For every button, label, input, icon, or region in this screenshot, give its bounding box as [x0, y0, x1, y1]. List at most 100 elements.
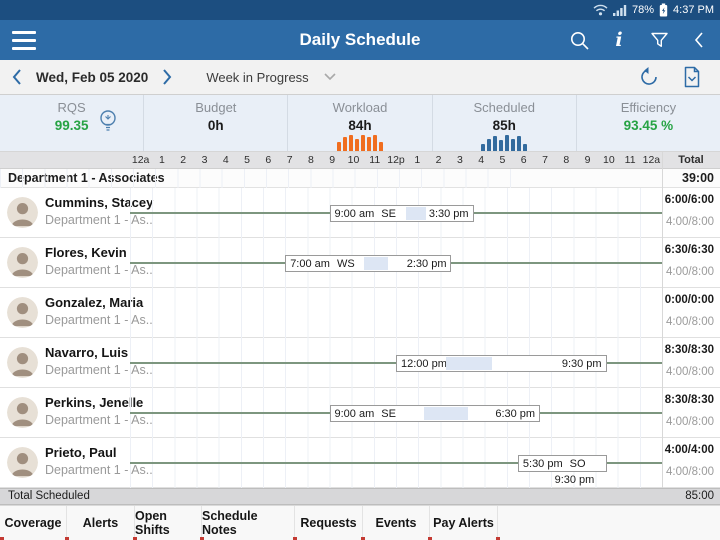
tab-open-shifts[interactable]: Open Shifts [135, 506, 202, 540]
tab-divider-tick [361, 537, 365, 540]
stat-value: 0h [207, 118, 224, 133]
employee-rows: Cummins, Stacey Department 1 - As.. 9:00 a… [0, 188, 720, 488]
shift-box[interactable]: 12:00 pmSE9:30 pm [396, 355, 607, 372]
hour-label: 12p [387, 154, 405, 166]
employee-totals: 6:30/6:30 4:00/8:00 [662, 238, 714, 288]
meal-break-segment [363, 257, 389, 270]
tab-requests[interactable]: Requests [295, 506, 363, 540]
scheduled-vs-total-hours: 0:00/0:00 [664, 294, 714, 306]
scheduled-vs-total-hours: 6:00/6:00 [664, 194, 714, 206]
hour-label: 2 [435, 154, 442, 166]
meal-break-segment [423, 407, 468, 420]
employee-avatar [7, 247, 38, 278]
next-day-button[interactable] [154, 63, 180, 91]
hour-label: 3 [201, 154, 208, 166]
availability-hours: 4:00/8:00 [666, 466, 714, 478]
battery-icon [659, 3, 668, 17]
employee-name-cell[interactable]: Prieto, Paul Department 1 - As.. [0, 438, 153, 488]
employee-name: Perkins, Jenelle [45, 395, 144, 410]
tab-divider-tick [133, 537, 137, 540]
shift-start-time: 9:00 am [334, 407, 375, 420]
stat-value: 85h [492, 118, 516, 133]
employee-row[interactable]: Cummins, Stacey Department 1 - As.. 9:00 a… [0, 188, 720, 238]
filter-icon[interactable] [648, 29, 670, 51]
employee-row[interactable]: Perkins, Jenelle Department 1 - As.. 9:00 … [0, 388, 720, 438]
employee-row[interactable]: Flores, Kevin Department 1 - As.. 7:00 am W… [0, 238, 720, 288]
shift-box[interactable]: 5:30 pm SO [517, 455, 607, 472]
stat-mini-bar-chart [337, 135, 383, 151]
employee-name-cell[interactable]: Gonzalez, Maria Department 1 - As.. [0, 288, 153, 338]
tab-divider-tick [200, 537, 204, 540]
employee-avatar [7, 347, 38, 378]
hour-label: 1 [414, 154, 421, 166]
hour-label: 7 [542, 154, 548, 166]
shift-end-time: 6:30 pm [495, 407, 536, 420]
hour-label: 12a [131, 154, 150, 166]
shift-start-time: 7:00 am [290, 257, 330, 270]
shift-end-time: 2:30 pm [406, 257, 447, 270]
tab-divider-tick [65, 537, 69, 540]
hour-label: 6 [520, 154, 527, 166]
tab-divider-tick [0, 537, 4, 540]
employee-name: Flores, Kevin [45, 245, 127, 260]
employee-name-cell[interactable]: Flores, Kevin Department 1 - As.. [0, 238, 153, 288]
meal-break-segment [405, 207, 426, 220]
scheduled-vs-total-hours: 4:00/4:00 [664, 444, 714, 456]
prev-day-button[interactable] [4, 63, 30, 91]
hour-label: 5 [244, 154, 250, 166]
shift-box[interactable]: 9:00 am SE 3:30 pm [329, 205, 474, 222]
search-icon[interactable] [568, 29, 590, 51]
employee-name-cell[interactable]: Navarro, Luis Department 1 - As.. [0, 338, 153, 388]
hour-label: 3 [456, 154, 463, 166]
total-column-header: Total [678, 154, 704, 166]
employee-row[interactable]: Prieto, Paul Department 1 - As.. 5:30 pm SO… [0, 438, 720, 488]
tab-events[interactable]: Events [363, 506, 430, 540]
timeline-header: 12a 1 2 3 4 5 6 7 8 9 10 11 12p 1 2 3 4 5 6 7 8 9 10 11 12a Tota… [0, 152, 720, 169]
employee-row[interactable]: Navarro, Luis Department 1 - As.. 12:00 pm… [0, 338, 720, 388]
battery-percent: 78% [632, 4, 655, 16]
department-grid [0, 169, 532, 188]
hour-label: 1 [159, 154, 165, 166]
employee-department: Department 1 - As.. [45, 413, 153, 427]
lightbulb-icon[interactable] [97, 109, 119, 140]
info-icon[interactable]: i [615, 29, 623, 51]
tab-coverage[interactable]: Coverage [0, 506, 67, 540]
department-row[interactable]: Department 1 - Associates 39:00 [0, 169, 720, 188]
totals-column-divider [662, 152, 663, 488]
clock-time: 4:37 PM [673, 4, 714, 16]
hour-labels: 12a 1 2 3 4 5 6 7 8 9 10 11 12p 1 2 3 4 5 6 7 8 9 10 11 12a [130, 152, 662, 169]
hour-label: 11 [369, 154, 381, 166]
status-bar: 78% 4:37 PM [0, 0, 720, 20]
current-date[interactable]: Wed, Feb 05 2020 [36, 69, 149, 85]
stat-value: 93.45 % [623, 118, 674, 133]
tab-alerts[interactable]: Alerts [67, 506, 135, 540]
tab-schedule-notes[interactable]: Schedule Notes [202, 506, 295, 540]
refresh-icon[interactable] [638, 66, 660, 88]
hour-gridlines [130, 288, 662, 338]
shift-code: SO [569, 457, 586, 470]
meal-break-segment [445, 357, 493, 370]
menu-button[interactable] [0, 20, 46, 60]
date-nav-bar: Wed, Feb 05 2020 Week in Progress [0, 60, 720, 95]
employee-row[interactable]: Gonzalez, Maria Department 1 - As.. 0:00/0… [0, 288, 720, 338]
stat-label: RQS [57, 100, 86, 115]
stat-label: Scheduled [473, 100, 535, 115]
tab-pay-alerts[interactable]: Pay Alerts [430, 506, 498, 540]
shift-box[interactable]: 9:00 am SE 6:30 pm [329, 405, 541, 422]
hour-label: 4 [222, 154, 229, 166]
collapse-panel-icon[interactable] [688, 29, 710, 51]
report-document-icon[interactable] [682, 66, 702, 88]
hour-label: 8 [563, 154, 570, 166]
availability-hours: 4:00/8:00 [666, 316, 714, 328]
availability-hours: 4:00/8:00 [666, 366, 714, 378]
shift-box[interactable]: 7:00 am WS 2:30 pm [285, 255, 452, 272]
schedule-status-dropdown-icon[interactable] [323, 68, 337, 86]
employee-timeline: 5:30 pm SO 9:30 pm [130, 438, 662, 488]
employee-name: Gonzalez, Maria [45, 295, 144, 310]
tab-divider-tick [428, 537, 432, 540]
total-scheduled-label: Total Scheduled [8, 490, 90, 502]
scheduled-vs-total-hours: 8:30/8:30 [664, 344, 714, 356]
employee-name-cell[interactable]: Cummins, Stacey Department 1 - As.. [0, 188, 153, 238]
employee-name-cell[interactable]: Perkins, Jenelle Department 1 - As.. [0, 388, 153, 438]
hour-label: 9 [329, 154, 336, 166]
